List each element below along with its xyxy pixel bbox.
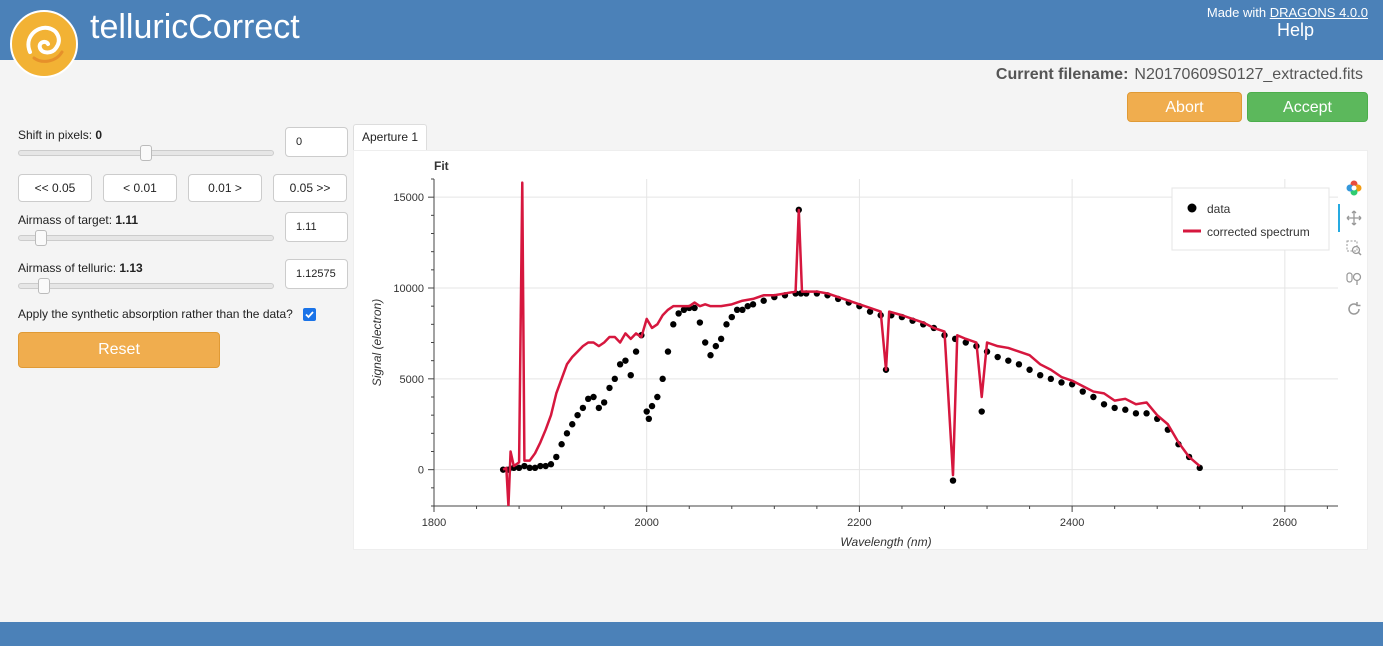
shift-label: Shift in pixels: — [18, 128, 93, 142]
airmass-target-label: Airmass of target: — [18, 213, 113, 227]
synthetic-absorption-checkbox[interactable] — [303, 308, 316, 321]
tab-aperture-1[interactable]: Aperture 1 — [353, 124, 427, 150]
airmass-telluric-label: Airmass of telluric: — [18, 261, 117, 275]
shift-plus-005-button[interactable]: 0.05 >> — [273, 174, 347, 202]
airmass-telluric-input[interactable]: 1.12575 — [285, 259, 348, 289]
shift-input[interactable]: 0 — [285, 127, 348, 157]
synthetic-absorption-label: Apply the synthetic absorption rather th… — [18, 307, 293, 321]
wheel-zoom-icon[interactable] — [1345, 269, 1363, 287]
reset-button[interactable]: Reset — [18, 332, 220, 368]
airmass-target-label-row: Airmass of target: 1.11 — [18, 213, 138, 227]
active-tool-indicator — [1338, 204, 1340, 232]
airmass-target-slider[interactable] — [18, 235, 274, 241]
bokeh-logo-icon[interactable] — [1345, 179, 1363, 197]
shift-minus-005-button[interactable]: << 0.05 — [18, 174, 92, 202]
accept-button[interactable]: Accept — [1247, 92, 1368, 122]
footer — [0, 622, 1383, 646]
shift-plus-001-button[interactable]: 0.01 > — [188, 174, 262, 202]
current-filename: Current filename: N20170609S0127_extracte… — [996, 66, 1363, 84]
airmass-telluric-value: 1.13 — [119, 261, 143, 275]
filename-label: Current filename: — [995, 66, 1129, 83]
checkmark-icon — [305, 311, 314, 319]
filename-value: N20170609S0127_extracted.fits — [1134, 66, 1363, 83]
dragons-link[interactable]: DRAGONS 4.0.0 — [1269, 5, 1368, 20]
pan-icon[interactable] — [1345, 209, 1363, 227]
app-title: telluricCorrect — [90, 8, 300, 46]
shift-value: 0 — [95, 128, 103, 142]
footer-credit: Made with DRAGONS 4.0.0 — [1207, 5, 1368, 20]
shift-minus-001-button[interactable]: < 0.01 — [103, 174, 177, 202]
plot-title: Fit — [434, 159, 449, 173]
footer-text: Made with — [1206, 5, 1267, 20]
dragons-logo-icon — [10, 10, 78, 78]
help-link[interactable]: Help — [1276, 20, 1314, 40]
airmass-target-input[interactable]: 1.11 — [285, 212, 348, 242]
shift-label-row: Shift in pixels: 0 — [18, 128, 102, 142]
shift-slider-handle[interactable] — [140, 145, 152, 161]
airmass-target-slider-handle[interactable] — [35, 230, 48, 246]
airmass-target-value: 1.11 — [115, 213, 139, 227]
plot-panel — [353, 150, 1368, 550]
airmass-telluric-slider-handle[interactable] — [37, 278, 50, 294]
airmass-telluric-label-row: Airmass of telluric: 1.13 — [18, 261, 143, 275]
app-header — [0, 0, 1383, 60]
reset-icon[interactable] — [1345, 300, 1363, 318]
airmass-telluric-slider[interactable] — [18, 283, 274, 289]
abort-button[interactable]: Abort — [1127, 92, 1242, 122]
box-zoom-icon[interactable] — [1345, 239, 1363, 257]
